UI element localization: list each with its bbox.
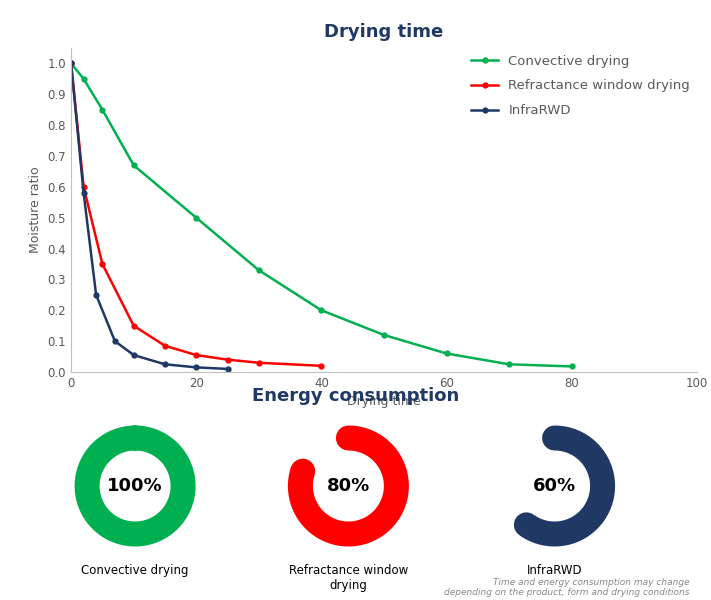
- Text: 60%: 60%: [533, 477, 576, 495]
- InfraRWD: [192, 364, 201, 371]
- Convective drying: [255, 266, 263, 274]
- Convective drying: [505, 361, 513, 368]
- Refractance window drying: [129, 322, 138, 329]
- Convective drying: [442, 350, 451, 357]
- Convective drying: [98, 106, 107, 113]
- InfraRWD: [80, 190, 88, 197]
- Line: Convective drying: Convective drying: [69, 61, 574, 369]
- Refractance window drying: [192, 352, 201, 359]
- Refractance window drying: [98, 260, 107, 268]
- Refractance window drying: [67, 60, 75, 67]
- Convective drying: [67, 60, 75, 67]
- Refractance window drying: [161, 342, 169, 349]
- Refractance window drying: [223, 356, 232, 363]
- InfraRWD: [129, 352, 138, 359]
- Convective drying: [192, 214, 201, 221]
- Line: InfraRWD: InfraRWD: [69, 61, 230, 371]
- Line: Refractance window drying: Refractance window drying: [69, 61, 324, 368]
- InfraRWD: [111, 338, 119, 345]
- Text: 100%: 100%: [107, 477, 163, 495]
- InfraRWD: [67, 60, 75, 67]
- Text: Energy consumption: Energy consumption: [252, 387, 459, 405]
- Text: 80%: 80%: [327, 477, 370, 495]
- Legend: Convective drying, Refractance window drying, InfraRWD: Convective drying, Refractance window dr…: [471, 55, 690, 118]
- Refractance window drying: [80, 183, 88, 190]
- Y-axis label: Moisture ratio: Moisture ratio: [29, 167, 42, 253]
- Refractance window drying: [317, 362, 326, 370]
- Convective drying: [80, 75, 88, 82]
- Text: Time and energy consumption may change
depending on the product, form and drying: Time and energy consumption may change d…: [444, 578, 690, 597]
- Convective drying: [567, 363, 576, 370]
- Convective drying: [129, 161, 138, 169]
- Text: InfraRWD: InfraRWD: [527, 564, 582, 577]
- Text: Refractance window
drying: Refractance window drying: [289, 564, 408, 592]
- Title: Drying time: Drying time: [324, 23, 444, 41]
- Convective drying: [317, 307, 326, 314]
- X-axis label: Drying time: Drying time: [347, 395, 421, 409]
- Text: Convective drying: Convective drying: [81, 564, 189, 577]
- Convective drying: [380, 331, 388, 338]
- InfraRWD: [92, 291, 100, 298]
- InfraRWD: [161, 361, 169, 368]
- Refractance window drying: [255, 359, 263, 367]
- InfraRWD: [223, 365, 232, 373]
